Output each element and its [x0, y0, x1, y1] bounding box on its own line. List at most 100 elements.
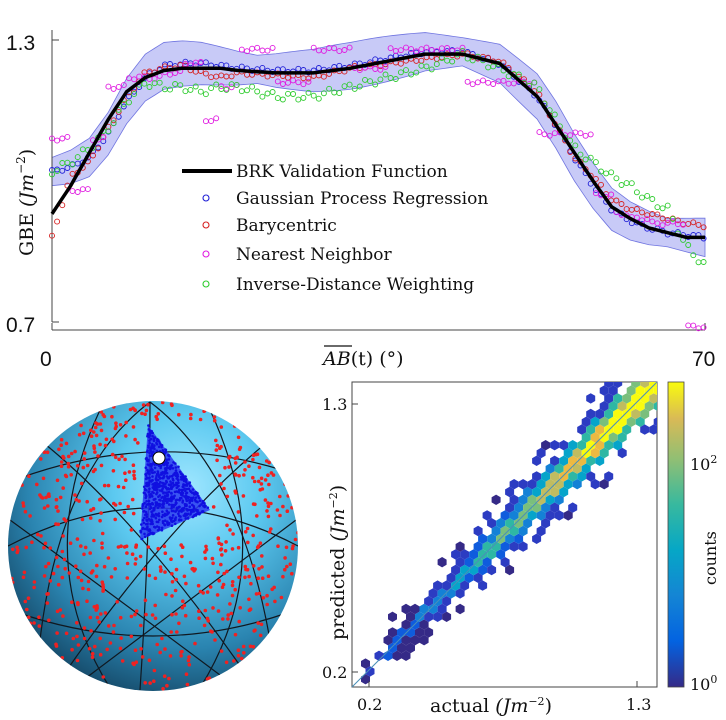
hexbin-cell — [577, 455, 587, 466]
sample-point — [26, 615, 31, 620]
sample-point — [142, 567, 147, 571]
hexbin-cell — [635, 385, 645, 396]
sample-point — [32, 580, 37, 584]
plot1-series — [49, 44, 707, 332]
sample-point — [222, 571, 226, 576]
data-point — [202, 70, 209, 77]
sample-point — [183, 613, 188, 618]
hexbin-cell — [473, 541, 483, 552]
sample-point — [118, 646, 123, 651]
sample-point — [209, 629, 213, 633]
sample-point — [103, 611, 108, 615]
data-point — [346, 81, 353, 88]
sample-point — [226, 617, 230, 621]
triangle-point — [198, 499, 202, 503]
data-point — [110, 120, 117, 127]
triangle-point — [195, 500, 198, 503]
sample-point — [148, 681, 152, 685]
legend-idw-label: Inverse-Distance Weighting — [236, 275, 474, 295]
x-tick-label-left: 0 — [40, 348, 52, 371]
triangle-point — [185, 487, 189, 491]
sample-point — [46, 561, 51, 566]
triangle-point — [188, 484, 192, 488]
triangle-point — [160, 515, 164, 519]
sample-point — [285, 564, 289, 569]
sample-point — [213, 638, 217, 642]
data-point — [290, 91, 297, 97]
sample-point — [225, 494, 230, 499]
data-point — [182, 58, 189, 65]
triangle-point — [146, 481, 150, 485]
hexbin-cell — [509, 494, 519, 505]
sample-point — [163, 551, 168, 555]
sample-point — [169, 630, 173, 634]
sample-point — [62, 557, 67, 562]
sample-point — [124, 434, 128, 438]
sample-point — [182, 574, 187, 579]
sample-point — [158, 565, 163, 569]
data-point — [254, 44, 261, 51]
sample-point — [203, 556, 208, 561]
triangle-point — [146, 449, 149, 452]
hexbin-cell — [559, 471, 569, 482]
sample-point — [259, 622, 264, 627]
sample-point — [28, 621, 33, 626]
data-point — [213, 115, 220, 122]
data-point — [100, 138, 107, 145]
hexbin-cell — [559, 486, 569, 498]
triangle-point — [183, 487, 186, 490]
hexbin-cell — [424, 611, 434, 622]
data-point — [644, 216, 651, 223]
sample-point — [77, 432, 82, 437]
sample-point — [279, 595, 284, 600]
sample-point — [131, 463, 136, 468]
data-point — [377, 76, 384, 83]
triangle-point — [201, 510, 204, 514]
hexbin-cell — [604, 440, 614, 451]
hexbin-cell — [640, 424, 650, 435]
hexbin-cell — [545, 463, 555, 474]
triangle-point — [155, 482, 158, 485]
sample-point — [237, 473, 241, 478]
hexbin-cell — [536, 447, 546, 459]
y-axis-label-exponent: −2 — [14, 156, 28, 174]
sample-point — [60, 656, 65, 660]
sample-point — [184, 672, 189, 676]
p2-x-axis-label-main: actual — [430, 695, 495, 717]
hexbin-cell — [608, 401, 618, 412]
triangle-point — [184, 494, 187, 498]
sample-point — [63, 566, 67, 571]
triangle-point — [166, 500, 169, 504]
sample-point — [98, 652, 103, 657]
sample-point — [139, 623, 143, 628]
hexbin-cell — [505, 518, 515, 529]
hexbin-cell — [518, 525, 528, 537]
sample-point — [58, 608, 63, 612]
triangle-point — [153, 463, 156, 466]
sample-point — [229, 611, 234, 616]
data-point — [572, 142, 579, 149]
p2-y-axis-label: predicted (Jm−2) — [327, 485, 349, 640]
sample-point — [91, 506, 96, 511]
sample-point — [288, 562, 293, 566]
sample-point — [281, 504, 285, 509]
sample-point — [45, 450, 50, 455]
sample-point — [197, 616, 201, 620]
sample-point — [263, 478, 268, 482]
triangle-point — [167, 490, 171, 494]
data-point — [320, 90, 327, 97]
sample-point — [103, 443, 108, 448]
hexbin-cell — [365, 666, 375, 677]
triangle-point — [177, 512, 180, 515]
data-point — [685, 322, 692, 329]
triangle-point — [181, 485, 185, 489]
hexbin-cell — [455, 603, 465, 615]
data-point — [531, 79, 538, 86]
series-inverse-distance-weighting — [49, 48, 707, 266]
hexbin-cell — [473, 525, 483, 537]
sample-point — [125, 561, 130, 566]
triangle-point — [154, 477, 158, 481]
data-point — [305, 75, 312, 82]
triangle-point — [169, 517, 172, 520]
